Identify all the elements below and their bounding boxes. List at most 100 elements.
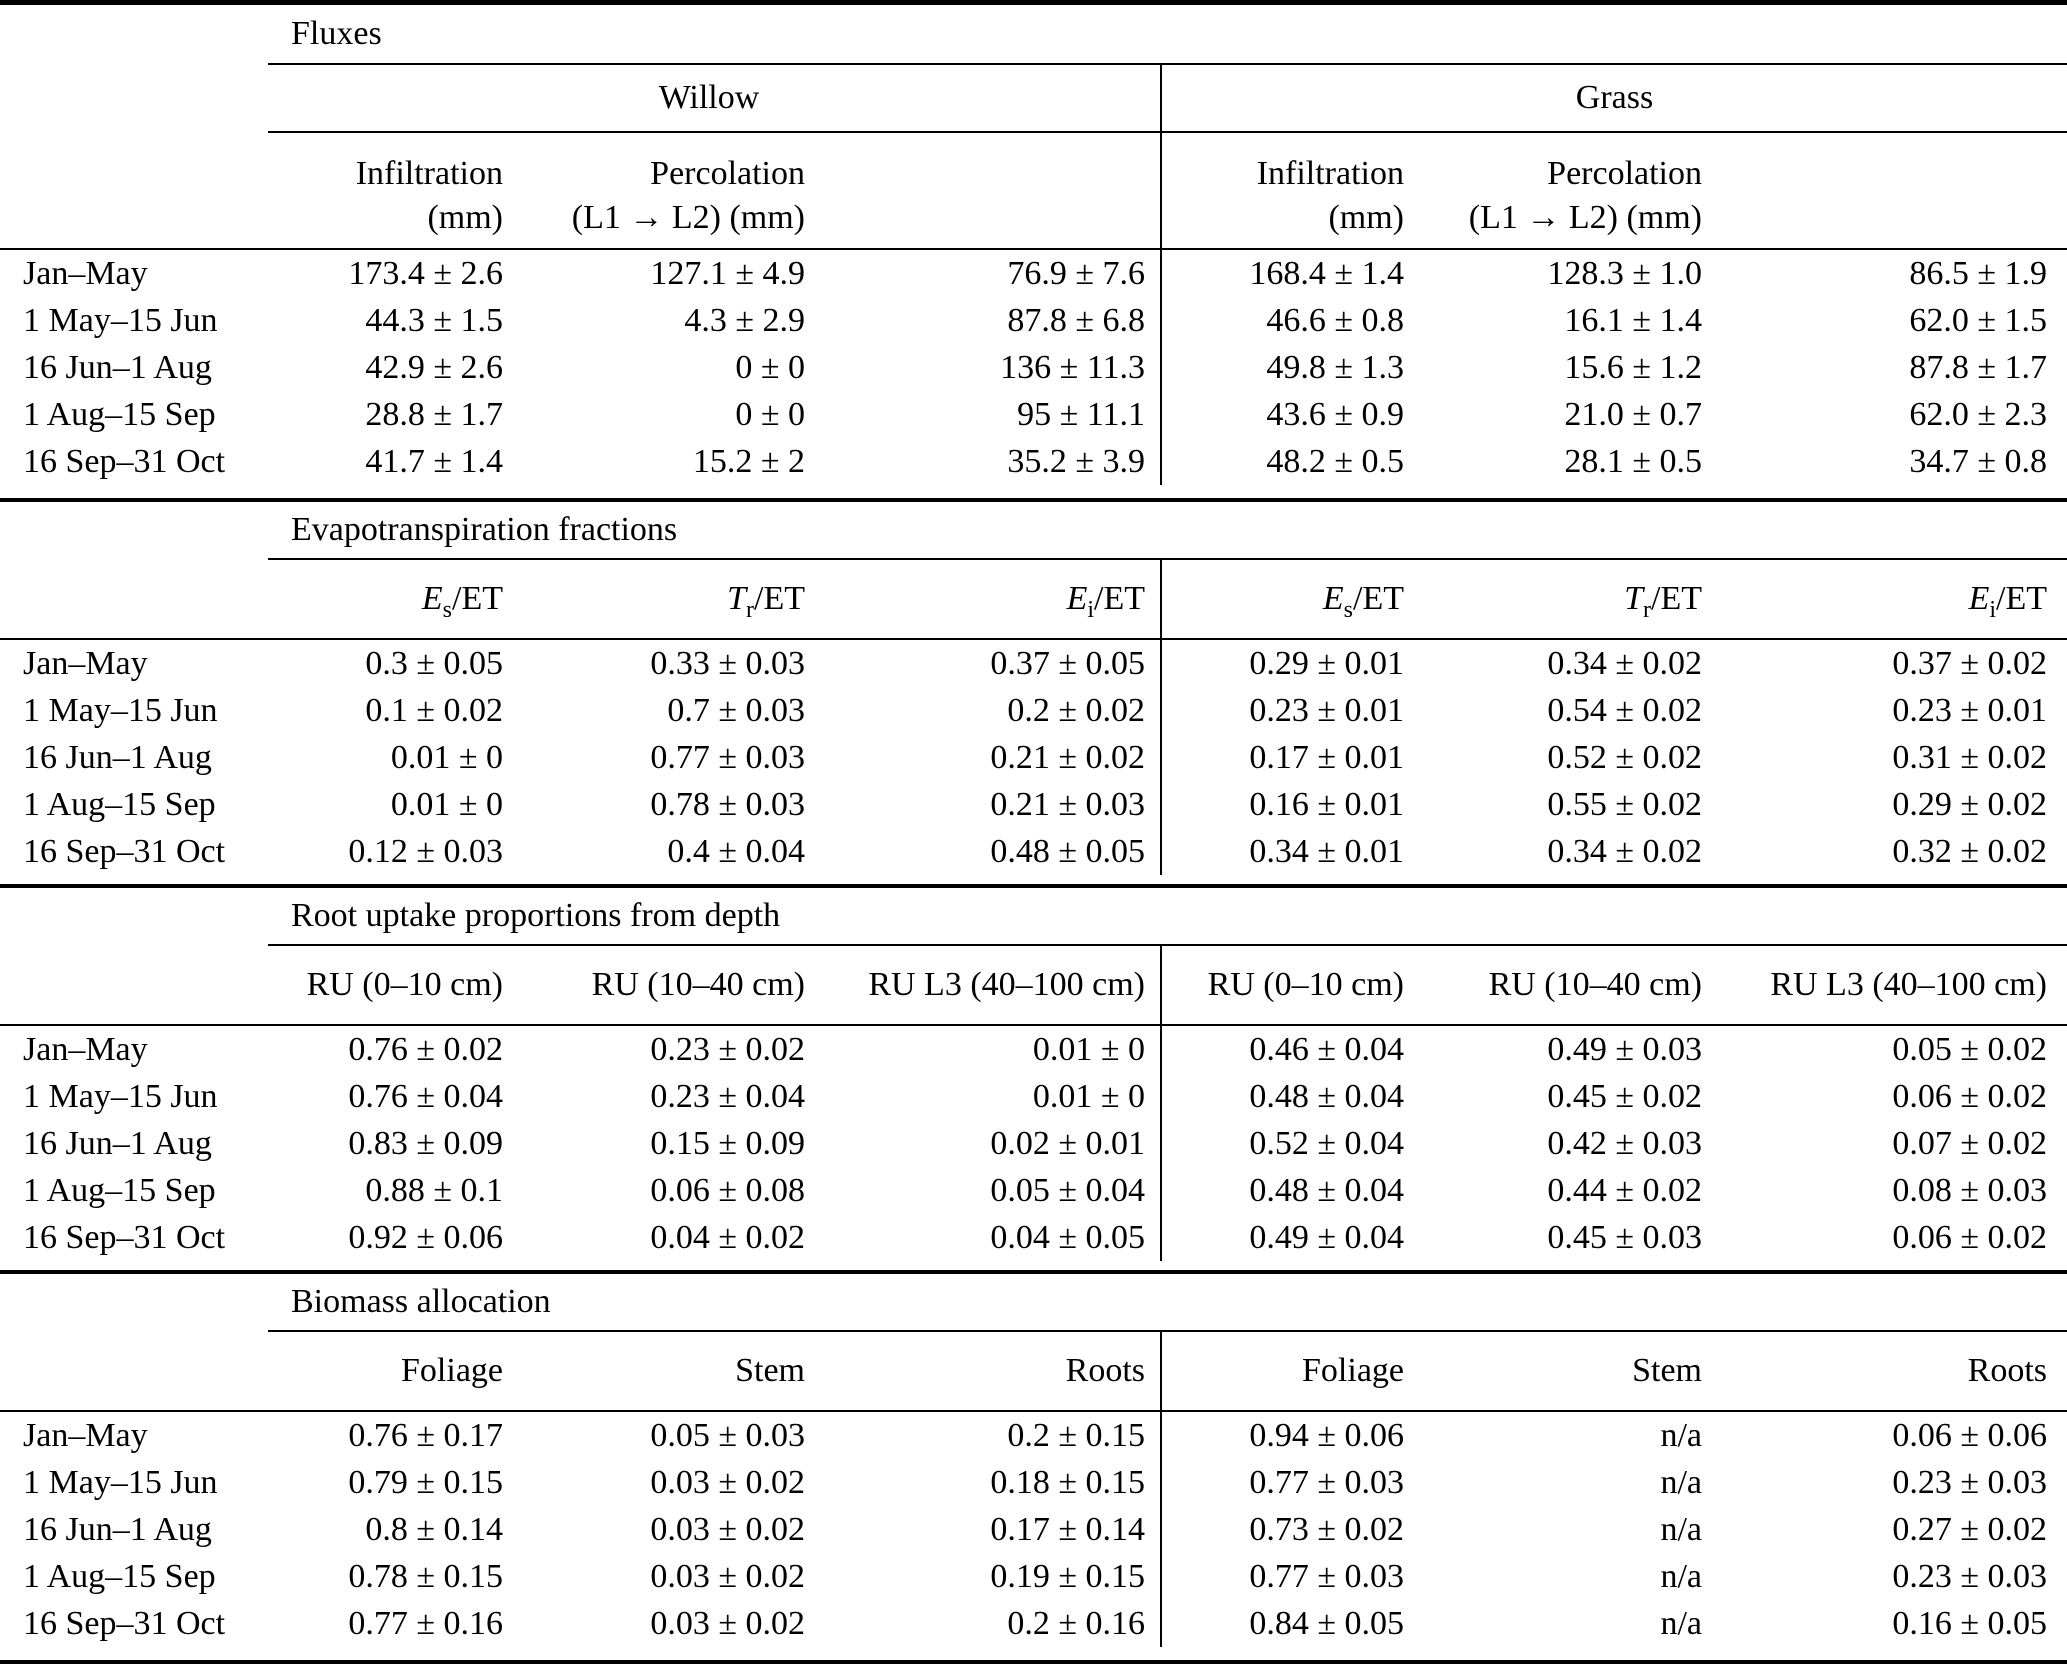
section-separator [0,884,2067,888]
row-label: 1 Aug–15 Sep [23,786,216,823]
value-cell: 15.6 ± 1.2 [1564,349,1702,386]
value-cell: 0.45 ± 0.03 [1547,1219,1702,1256]
value-cell: 0.05 ± 0.02 [1892,1031,2047,1068]
row-label: Jan–May [23,1417,148,1454]
value-cell: 0.17 ± 0.14 [990,1511,1145,1548]
math-header: Es/ET [1322,580,1404,622]
value-cell: 0.01 ± 0 [390,739,503,776]
value-cell: 35.2 ± 3.9 [1007,443,1145,480]
value-cell: 0.23 ± 0.03 [1892,1558,2047,1595]
column-header: Tr/ET [1414,560,1712,638]
column-header: Ei/ET [815,560,1160,638]
group-header-rule [268,131,2067,133]
value-cell: 0.21 ± 0.03 [990,786,1145,823]
value-cell: 0.46 ± 0.04 [1160,1026,1414,1073]
table-row: 1 May–15 Jun 0.79 ± 0.15 0.03 ± 0.02 0.1… [0,1459,2067,1506]
header-rule [0,248,2067,250]
header-rule [0,638,2067,640]
math-var: E [1322,580,1344,617]
group-header-grass: Grass [1160,65,2067,131]
value-cell: 127.1 ± 4.9 [650,255,805,292]
math-header: Tr/ET [727,580,805,622]
value-cell: 0.31 ± 0.02 [1892,739,2047,776]
column-header: Stem [735,1352,805,1389]
value-cell: 0.15 ± 0.09 [650,1125,805,1162]
value-cell: 168.4 ± 1.4 [1160,250,1414,297]
value-cell: 0.2 ± 0.15 [1007,1417,1145,1454]
row-label: 16 Jun–1 Aug [23,1125,212,1162]
value-cell: 0.05 ± 0.04 [990,1172,1145,1209]
value-cell: 0.48 ± 0.04 [1160,1167,1414,1214]
spacer-cell [0,1332,258,1410]
column-header: Roots [1967,1352,2047,1389]
spacer-cell [0,946,258,1024]
math-sub: i [1989,596,1997,623]
section-title: Evapotranspiration fractions [291,511,678,548]
value-cell: 0.18 ± 0.15 [990,1464,1145,1501]
value-cell: 0.06 ± 0.02 [1892,1078,2047,1115]
value-cell: 0.16 ± 0.01 [1160,781,1414,828]
column-header: RU (0–10 cm) [1160,946,1414,1024]
value-cell: n/a [1660,1417,1702,1454]
value-cell: 41.7 ± 1.4 [365,443,503,480]
value-cell: 0.01 ± 0 [1032,1031,1145,1068]
section-title: Fluxes [291,15,382,52]
group-header-willow: Willow [658,79,760,116]
value-cell: 0.23 ± 0.04 [650,1078,805,1115]
value-cell: 0.94 ± 0.06 [1160,1412,1414,1459]
value-cell: 49.8 ± 1.3 [1160,344,1414,391]
math-rest: /ET [1651,580,1702,617]
value-cell: 0.33 ± 0.03 [650,645,805,682]
value-cell: 0.04 ± 0.05 [990,1219,1145,1256]
value-cell: 0.29 ± 0.01 [1160,640,1414,687]
value-cell: 0.88 ± 0.1 [365,1172,503,1209]
value-cell: n/a [1660,1558,1702,1595]
table-row: Jan–May 0.76 ± 0.17 0.05 ± 0.03 0.2 ± 0.… [0,1412,2067,1459]
value-cell: 86.5 ± 1.9 [1909,255,2047,292]
value-cell: 0.77 ± 0.03 [1160,1459,1414,1506]
value-cell: 0.23 ± 0.03 [1892,1464,2047,1501]
value-cell: 0.07 ± 0.02 [1892,1125,2047,1162]
value-cell: 0.21 ± 0.02 [990,739,1145,776]
section-separator [0,498,2067,502]
spacer-cell [0,65,258,131]
math-rest: /ET [754,580,805,617]
value-cell: 0.54 ± 0.02 [1547,692,1702,729]
value-cell: 0.73 ± 0.02 [1160,1506,1414,1553]
value-cell: 0.01 ± 0 [1032,1078,1145,1115]
math-var: T [1624,580,1644,617]
value-cell: 0.52 ± 0.02 [1547,739,1702,776]
value-cell: 0.92 ± 0.06 [348,1219,503,1256]
value-cell: 173.4 ± 2.6 [348,255,503,292]
table-row: 16 Jun–1 Aug 42.9 ± 2.6 0 ± 0 136 ± 11.3… [0,344,2067,391]
value-cell: 0.06 ± 0.02 [1892,1219,2047,1256]
value-cell: 0.76 ± 0.17 [348,1417,503,1454]
value-cell: 0.77 ± 0.03 [1160,1553,1414,1600]
table-row: Jan–May 0.3 ± 0.05 0.33 ± 0.03 0.37 ± 0.… [0,640,2067,687]
header-rule [0,1410,2067,1412]
value-cell: 0.1 ± 0.02 [365,692,503,729]
value-cell: 0.77 ± 0.03 [650,739,805,776]
column-header: Infiltration (mm) [355,155,503,236]
value-cell: 95 ± 11.1 [1017,396,1145,433]
value-cell: 0.37 ± 0.02 [1892,645,2047,682]
section-separator [0,1270,2067,1274]
column-header: Foliage [401,1352,503,1389]
value-cell: 136 ± 11.3 [1000,349,1145,386]
value-cell: 48.2 ± 0.5 [1160,438,1414,485]
table-row: 1 Aug–15 Sep 0.78 ± 0.15 0.03 ± 0.02 0.1… [0,1553,2067,1600]
value-cell: 0.27 ± 0.02 [1892,1511,2047,1548]
value-cell: 0.44 ± 0.02 [1547,1172,1702,1209]
value-cell: 0.34 ± 0.02 [1547,833,1702,870]
value-cell: 0.77 ± 0.16 [348,1605,503,1642]
value-cell: 0.29 ± 0.02 [1892,786,2047,823]
value-cell: 0 ± 0 [735,349,805,386]
row-label: 1 Aug–15 Sep [23,1172,216,1209]
row-label: 1 Aug–15 Sep [23,1558,216,1595]
row-label: 16 Sep–31 Oct [23,443,226,480]
value-cell: 0.48 ± 0.05 [990,833,1145,870]
value-cell: 16.1 ± 1.4 [1564,302,1702,339]
row-label: 1 May–15 Jun [23,692,218,729]
column-header-row: Foliage Stem Roots Foliage Stem Roots [0,1332,2067,1410]
table-row: 16 Jun–1 Aug 0.8 ± 0.14 0.03 ± 0.02 0.17… [0,1506,2067,1553]
